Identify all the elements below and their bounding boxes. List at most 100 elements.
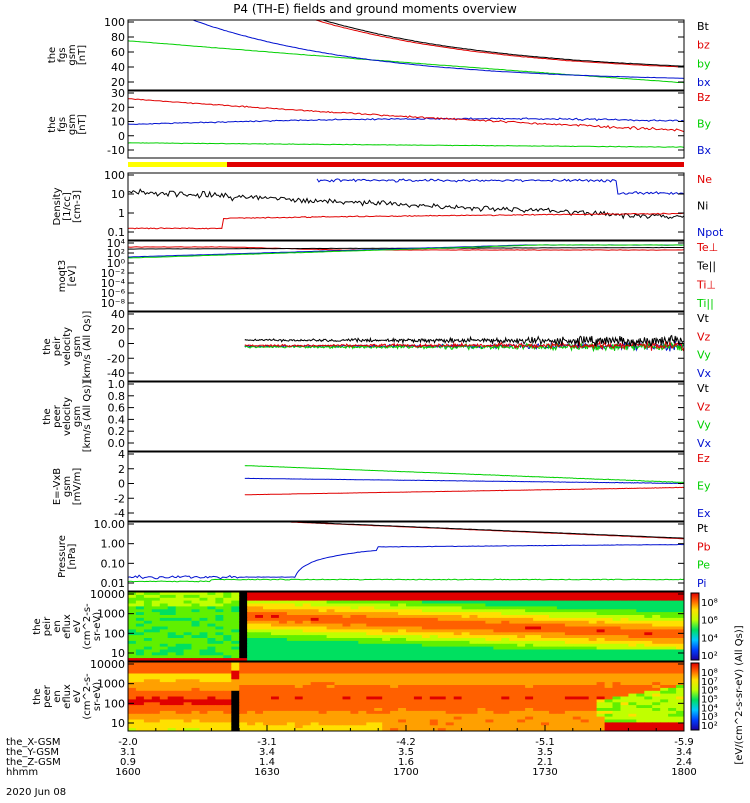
- spectrogram-cell: [374, 670, 383, 675]
- spectrogram-cell: [310, 606, 320, 610]
- spectrogram-cell: [207, 673, 216, 677]
- spectrogram-cell: [382, 603, 391, 607]
- spectrogram-cell: [501, 617, 510, 622]
- spectrogram-cell: [445, 728, 455, 731]
- spectrogram-cell: [549, 670, 558, 675]
- spectrogram-cell: [533, 643, 542, 648]
- spectrogram-cell: [549, 640, 558, 645]
- spectrogram-cell: [485, 716, 494, 721]
- spectrogram-cell: [525, 699, 534, 703]
- spectrogram-cell: [596, 719, 606, 723]
- spectrogram-cell: [294, 702, 304, 706]
- spectrogram-cell: [485, 658, 494, 661]
- spectrogram-cell: [636, 594, 645, 599]
- spectrogram-cell: [342, 728, 351, 731]
- spectrogram-cell: [310, 658, 320, 661]
- legend-entry: bz: [697, 39, 710, 52]
- spectrogram-cell: [660, 603, 669, 607]
- spectrogram-cell: [660, 719, 669, 723]
- spectrogram-cell: [533, 635, 542, 639]
- spectrogram-cell: [612, 609, 621, 613]
- spectrogram-cell: [652, 646, 661, 651]
- spectrogram-cell: [477, 719, 486, 723]
- spectrogram-cell: [151, 632, 161, 636]
- spectrogram-cell: [143, 693, 153, 698]
- spectrogram-cell: [199, 670, 208, 675]
- spectrogram-cell: [517, 708, 526, 712]
- spectrogram-cell: [167, 592, 177, 596]
- spectrogram-cell: [159, 702, 169, 706]
- spectrogram-cell: [564, 725, 574, 729]
- spectrogram-cell: [517, 679, 526, 683]
- spectrogram-cell: [318, 679, 328, 683]
- spectrogram-cell: [628, 662, 637, 666]
- spectrogram-cell: [167, 597, 177, 602]
- spectrogram-cell: [286, 710, 296, 715]
- spectrogram-cell: [652, 643, 661, 648]
- spectrogram-cell: [342, 687, 351, 692]
- spectrogram-cell: [135, 632, 145, 636]
- spectrogram-cell: [453, 713, 463, 718]
- spectrogram-cell: [135, 728, 145, 731]
- spectrogram-cell: [263, 606, 272, 610]
- spectrogram-cell: [191, 682, 200, 686]
- spectrogram-cell: [374, 679, 383, 683]
- spectrogram-cell: [501, 638, 510, 642]
- spectrogram-cell: [413, 702, 423, 706]
- spectrogram-cell: [151, 682, 161, 686]
- spectrogram-cell: [501, 629, 510, 633]
- spectrogram-cell: [652, 719, 661, 723]
- spectrogram-cell: [533, 655, 542, 659]
- spectrogram-cell: [358, 646, 367, 651]
- spectrogram-cell: [445, 635, 455, 639]
- spectrogram-cell: [358, 640, 367, 645]
- spectrogram-cell: [612, 699, 621, 703]
- spectrogram-cell: [652, 670, 661, 675]
- spectrogram-cell: [334, 592, 343, 596]
- spectrogram-cell: [390, 725, 399, 729]
- spectrogram-cell: [255, 620, 264, 625]
- spectrogram-cell: [175, 600, 185, 605]
- spectrogram-cell: [358, 649, 367, 653]
- spectrogram-cell: [612, 664, 621, 669]
- spectrogram-cell: [636, 696, 645, 700]
- spectrogram-cell: [604, 649, 614, 653]
- spectrogram-cell: [382, 615, 391, 619]
- spectrogram-cell: [398, 670, 407, 675]
- spectrogram-cell: [382, 643, 391, 648]
- spectrogram-cell: [477, 658, 486, 661]
- spectrogram-cell: [318, 664, 328, 669]
- spectrogram-cell: [207, 682, 216, 686]
- spectrogram-cell: [231, 638, 240, 642]
- spectrogram-cell: [326, 652, 336, 656]
- spectrogram-cell: [310, 664, 320, 669]
- spectrogram-cell: [453, 673, 463, 677]
- spectrogram-cell: [485, 603, 494, 607]
- spectrogram-cell: [334, 623, 343, 628]
- spectrogram-cell: [263, 713, 272, 718]
- spectrogram-cell: [660, 699, 669, 703]
- spectrogram-cell: [310, 629, 320, 633]
- spectrogram-cell: [175, 693, 185, 698]
- spectrogram-cell: [660, 664, 669, 669]
- spectrogram-cell: [302, 592, 312, 596]
- spectrogram-cell: [437, 609, 447, 613]
- spectrogram-cell: [588, 609, 598, 613]
- spectrogram-cell: [382, 676, 391, 680]
- spectrogram-cell: [636, 646, 645, 651]
- spectrogram-cell: [382, 699, 391, 703]
- spectrogram-cell: [406, 685, 415, 689]
- x-axis-value: 2.1: [537, 757, 553, 768]
- spectrogram-cell: [636, 728, 645, 731]
- spectrogram-cell: [334, 702, 343, 706]
- spectrogram-cell: [167, 655, 177, 659]
- spectrogram-cell: [580, 710, 590, 715]
- spectrogram-cell: [278, 655, 288, 659]
- spectrogram-cell: [660, 685, 669, 689]
- spectrogram-cell: [223, 682, 232, 686]
- spectrogram-cell: [556, 728, 566, 731]
- spectrogram-cell: [421, 600, 431, 605]
- spectrogram-cell: [636, 682, 645, 686]
- spectrogram-cell: [239, 679, 248, 683]
- spectrogram-cell: [604, 690, 614, 695]
